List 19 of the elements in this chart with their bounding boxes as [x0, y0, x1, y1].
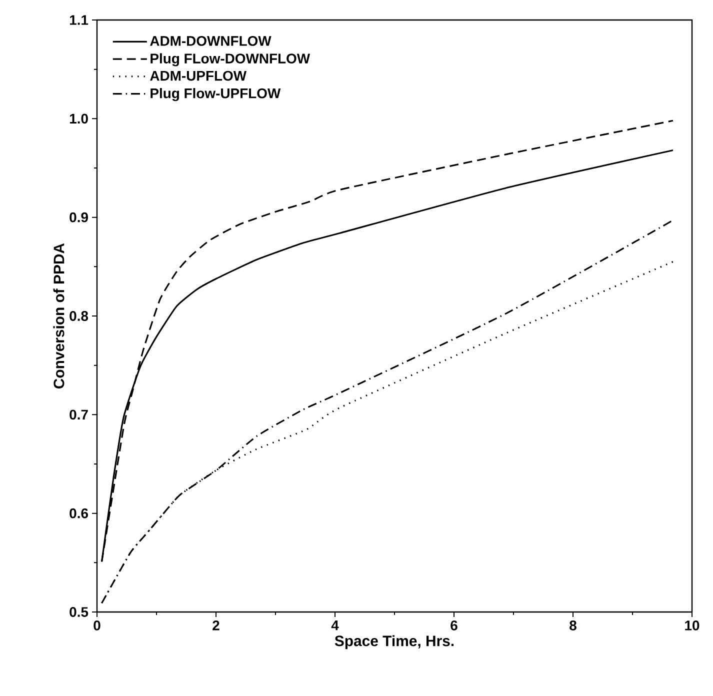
legend-label: ADM-UPFLOW [150, 70, 247, 81]
y-tick-label: 0.5 [70, 607, 88, 617]
x-tick-label: 4 [331, 620, 339, 630]
legend-label: Plug FLow-DOWNFLOW [150, 53, 310, 66]
y-tick-label: 0.8 [70, 311, 88, 321]
y-tick-label: 1.0 [70, 114, 88, 124]
x-axis-title: Space Time, Hrs. [334, 635, 454, 650]
x-tick-label: 2 [212, 620, 220, 630]
y-tick-label: 0.7 [70, 410, 88, 420]
x-tick-label: 8 [570, 620, 576, 630]
y-tick-label: 0.9 [70, 212, 88, 222]
x-tick-label: 0 [94, 620, 100, 630]
y-axis-title: Conversion of PPDA [53, 243, 64, 388]
x-tick-label: 6 [450, 620, 458, 630]
legend-label: Plug Flow-UPFLOW [150, 88, 281, 102]
legend-label: ADM-DOWNFLOW [150, 36, 272, 46]
y-tick-label: 1.1 [70, 15, 88, 25]
x-tick-label: 10 [685, 620, 700, 630]
y-tick-label: 0.6 [70, 508, 88, 518]
